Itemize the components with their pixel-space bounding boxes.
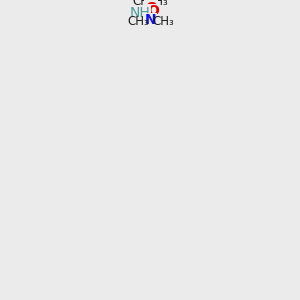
Text: NH: NH: [129, 6, 150, 20]
Text: O: O: [145, 1, 157, 15]
Text: CH₃: CH₃: [146, 0, 168, 8]
Text: CH₃: CH₃: [132, 0, 154, 8]
Text: N: N: [145, 14, 157, 27]
Text: CH₃: CH₃: [128, 15, 149, 28]
Text: O: O: [147, 4, 159, 18]
Text: CH₃: CH₃: [153, 15, 174, 28]
